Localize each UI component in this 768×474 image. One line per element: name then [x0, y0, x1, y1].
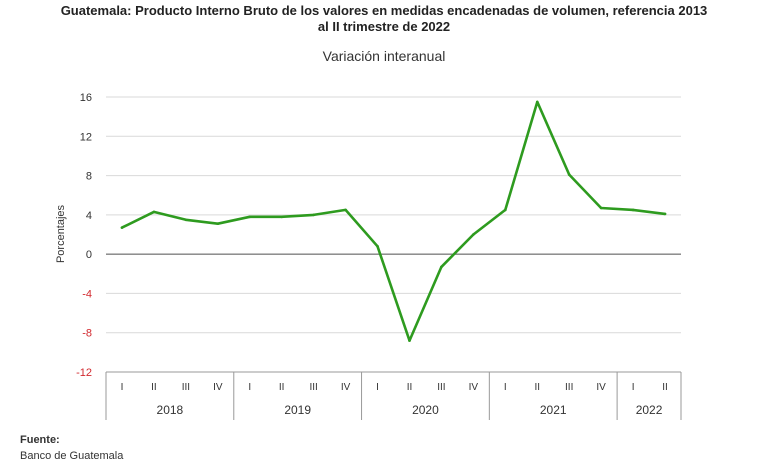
x-year-label: 2021	[540, 403, 567, 417]
x-quarter-label: I	[376, 382, 379, 393]
y-tick-label: -8	[82, 328, 92, 340]
x-year-label: 2022	[636, 403, 663, 417]
data-point	[248, 215, 252, 219]
x-year-label: 2020	[412, 403, 439, 417]
x-quarter-label: III	[565, 382, 573, 393]
data-point	[504, 208, 507, 212]
x-quarter-label: IV	[469, 382, 479, 393]
y-tick-label: 4	[86, 210, 92, 222]
data-point	[152, 210, 156, 214]
x-year-label: 2018	[157, 403, 184, 417]
y-tick-label: 16	[80, 92, 92, 104]
data-point	[408, 339, 411, 342]
y-tick-label: -4	[82, 288, 92, 300]
x-quarter-label: III	[437, 382, 445, 393]
x-quarter-label: I	[248, 382, 251, 393]
y-axis-label: Porcentajes	[55, 204, 67, 263]
data-point	[440, 265, 443, 269]
source-text: Banco de Guatemala	[20, 450, 124, 462]
chart-title-line-2: al II trimestre de 2022	[317, 19, 451, 34]
gridlines	[106, 96, 681, 373]
x-quarter-label: III	[182, 382, 190, 393]
data-point	[567, 173, 571, 176]
x-quarter-label: IV	[341, 382, 351, 393]
data-point	[631, 208, 635, 212]
data-point	[376, 244, 379, 248]
x-quarter-label: II	[279, 382, 285, 393]
series-line	[120, 100, 667, 342]
chart-title-line-1: Guatemala: Producto Interno Bruto de los…	[60, 3, 708, 18]
data-point	[120, 226, 124, 229]
y-axis: 16 12 8 4 0 -4 -8 -12	[76, 92, 92, 379]
x-quarter-label: I	[632, 382, 635, 393]
data-point	[184, 218, 188, 222]
x-quarter-label: IV	[596, 382, 606, 393]
data-point	[535, 100, 539, 104]
data-point	[216, 222, 220, 225]
y-tick-label: 8	[86, 171, 92, 183]
y-tick-label: 12	[80, 131, 92, 143]
data-point	[344, 208, 347, 212]
x-quarter-label: III	[309, 382, 317, 393]
data-point	[312, 213, 315, 217]
source-note: Fuente: Banco de Guatemala	[20, 432, 123, 464]
data-point	[599, 206, 603, 210]
y-tick-label: 0	[86, 249, 92, 261]
chart-title: Guatemala: Producto Interno Bruto de los…	[0, 3, 768, 35]
x-quarter-label: II	[407, 382, 413, 393]
source-label: Fuente:	[20, 434, 60, 446]
x-quarter-label: II	[534, 382, 540, 393]
x-quarter-label: IV	[213, 382, 223, 393]
x-quarter-label: I	[121, 382, 124, 393]
y-tick-label: -12	[76, 367, 92, 379]
x-quarter-label: I	[504, 382, 507, 393]
chart-subtitle: Variación interanual	[322, 48, 446, 64]
data-point	[472, 233, 475, 236]
data-point	[663, 212, 667, 216]
data-point	[280, 215, 283, 219]
x-year-label: 2019	[284, 403, 311, 417]
x-quarter-label: II	[151, 382, 157, 393]
series-polyline	[120, 100, 667, 342]
x-quarter-label: II	[662, 382, 668, 393]
